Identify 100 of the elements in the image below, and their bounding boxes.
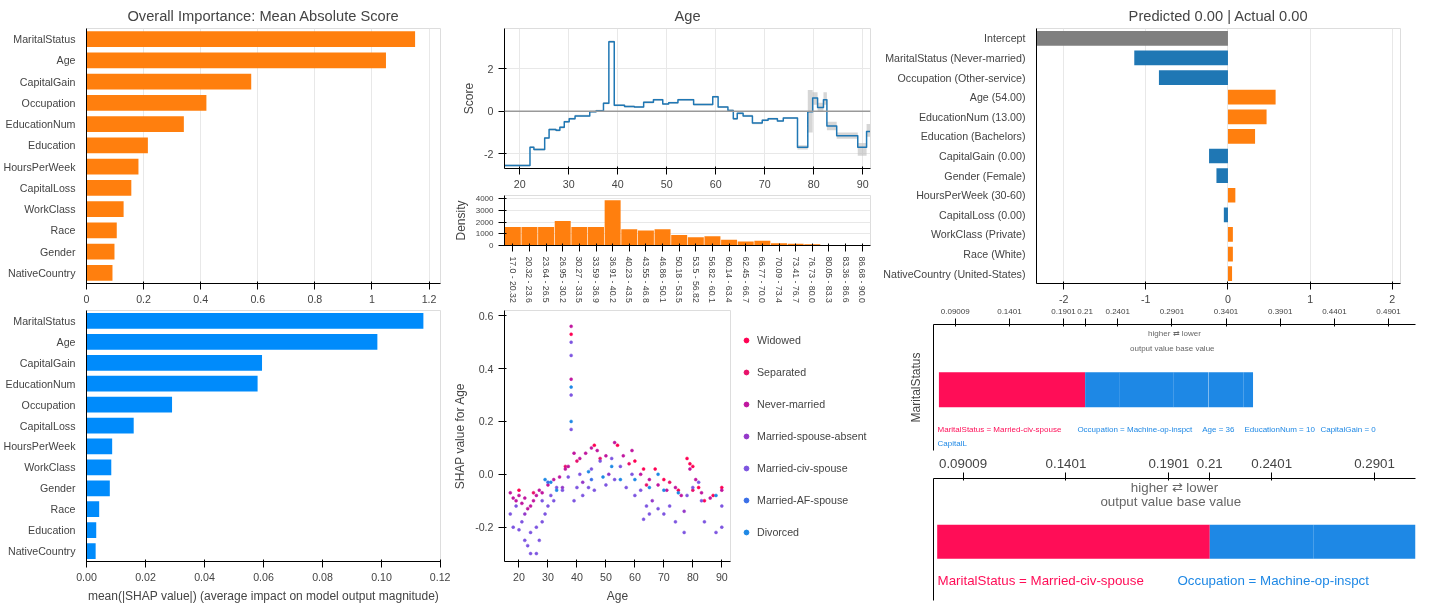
y-tick-label: Race	[50, 224, 76, 237]
x-tick-label: 60	[709, 177, 722, 190]
x-tick-label: 20	[513, 177, 526, 190]
y-tick-label: Education	[28, 139, 76, 152]
x-tick-label: 56.82 - 60.1	[707, 256, 718, 303]
x-tick-label: 0.2901	[1159, 306, 1185, 316]
x-tick-label: -1	[1141, 292, 1151, 305]
y-tick-label: Race (White)	[963, 248, 1026, 261]
x-tick-label: 70	[657, 570, 670, 583]
x-tick-label: 0.08	[312, 570, 333, 583]
chart-title: Overall Importance: Mean Absolute Score	[127, 7, 399, 24]
y-tick-label: CapitalGain	[19, 75, 76, 88]
x-tick-label: 0.21	[1077, 306, 1094, 316]
legend-label: Married-AF-spouse	[757, 493, 849, 506]
x-tick-label: 60.14 - 63.4	[724, 256, 735, 303]
x-tick-label: 1	[1307, 292, 1314, 305]
y-axis-title: Score	[462, 82, 477, 115]
legend-label: Married-civ-spouse	[757, 461, 848, 474]
y-tick-label: 0.0	[478, 468, 494, 481]
x-tick-label: 73.41 - 76.7	[790, 256, 801, 303]
y-tick-label: NativeCountry (United-States)	[883, 267, 1026, 280]
x-tick-label: 80	[686, 570, 699, 583]
x-tick-label: 0.09009	[940, 306, 971, 316]
y-tick-label: 1000	[475, 229, 495, 239]
x-tick-label: 50	[660, 177, 673, 190]
x-tick-label: 0.21	[1196, 455, 1223, 471]
y-tick-label: EducationNum (13.00)	[918, 110, 1026, 123]
y-tick-label: NativeCountry	[7, 266, 77, 279]
annotation: Occupation = Machine-op-inspct	[1177, 572, 1370, 588]
x-tick-label: 0.1401	[997, 306, 1023, 316]
x-tick-label: 90	[856, 177, 869, 190]
x-tick-label: 50.18 - 53.5	[674, 256, 685, 303]
annotation: CapitalL	[937, 439, 968, 448]
x-tick-label: 0.2901	[1354, 455, 1395, 471]
x-tick-label: 0.2401	[1251, 455, 1293, 471]
y-tick-label: HoursPerWeek (30-60)	[916, 189, 1026, 202]
x-tick-label: 43.55 - 46.8	[640, 256, 651, 303]
x-tick-label: -2	[1058, 292, 1069, 305]
legend-label: Separated	[757, 365, 807, 378]
x-tick-label: 80	[807, 177, 820, 190]
x-tick-label: 30.27 - 33.5	[574, 256, 585, 303]
y-tick-label: EducationNum	[5, 377, 76, 390]
x-tick-label: 30	[542, 570, 554, 583]
y-tick-label: Gender	[39, 245, 76, 258]
y-tick-label: Occupation	[21, 398, 76, 411]
x-tick-label: 20.32 - 23.6	[524, 256, 535, 303]
x-tick-label: 40	[611, 177, 624, 190]
annotation: Occupation = Machine-op-inspct	[1077, 425, 1194, 434]
x-axis-title: Age	[606, 588, 629, 603]
x-tick-label: 23.64 - 26.5	[541, 256, 552, 303]
y-tick-label: Age	[56, 54, 76, 67]
annotation: EducationNum = 10	[1244, 425, 1316, 434]
y-tick-label: Age	[56, 335, 76, 348]
x-tick-label: 2	[1389, 292, 1396, 305]
y-tick-label: Education (Bachelors)	[920, 130, 1026, 143]
chart-title: Predicted 0.00 | Actual 0.00	[1128, 7, 1308, 24]
y-tick-label: WorkClass	[24, 203, 76, 216]
x-tick-label: 0	[83, 292, 90, 305]
x-tick-label: 62.45 - 66.7	[740, 256, 751, 303]
y-tick-label: -0.2	[475, 521, 494, 534]
y-tick-label: NativeCountry	[7, 545, 77, 558]
y-tick-label: Occupation (Other-service)	[897, 71, 1026, 84]
x-tick-label: 0.1401	[1045, 455, 1087, 471]
x-tick-label: 53.5 - 56.82	[690, 256, 701, 303]
x-tick-label: 60	[628, 570, 641, 583]
x-tick-label: 76.73 - 80.0	[807, 256, 818, 303]
annotation: CapitalGain = 0	[1320, 425, 1377, 434]
x-tick-label: 0.1901	[1148, 455, 1190, 471]
annotation: higher ⇄ lower	[1130, 480, 1219, 496]
legend-label: Never-married	[757, 397, 826, 410]
y-tick-label: 4000	[475, 194, 495, 204]
x-tick-label: 30	[562, 177, 575, 190]
x-tick-label: 0.10	[371, 570, 392, 583]
y-tick-label: 3000	[475, 206, 495, 216]
y-tick-label: EducationNum	[5, 118, 76, 131]
y-tick-label: 0	[489, 241, 495, 250]
x-tick-label: 40	[571, 570, 583, 583]
y-tick-label: HoursPerWeek	[3, 440, 77, 453]
y-tick-label: 0	[487, 105, 494, 118]
y-tick-label: CapitalLoss	[19, 419, 76, 432]
annotation: MaritalStatus = Married-civ-spouse	[937, 425, 1062, 434]
x-tick-label: 40.23 - 43.5	[624, 256, 635, 303]
x-tick-label: 0.06	[253, 570, 274, 583]
x-tick-label: 0.12	[429, 570, 451, 583]
y-tick-label: CapitalLoss	[19, 181, 76, 194]
x-tick-label: 0.2	[136, 292, 152, 305]
x-tick-label: 70.09 - 73.4	[774, 256, 784, 303]
y-tick-label: HoursPerWeek	[3, 160, 77, 173]
y-tick-label: 2000	[475, 217, 495, 227]
x-tick-label: 0.00	[76, 570, 97, 583]
x-tick-label: 0	[1224, 292, 1231, 305]
x-tick-label: 20	[513, 570, 525, 583]
x-tick-label: 0.1901	[1051, 306, 1077, 316]
x-tick-label: 0.09009	[939, 455, 988, 471]
x-tick-label: 0.04	[194, 570, 215, 583]
y-tick-label: Race	[50, 503, 76, 516]
y-tick-label: WorkClass (Private)	[930, 228, 1026, 241]
x-tick-label: 0.8	[307, 292, 323, 305]
x-tick-label: 46.86 - 50.1	[657, 256, 668, 303]
annotation: output value base value	[1100, 494, 1242, 510]
